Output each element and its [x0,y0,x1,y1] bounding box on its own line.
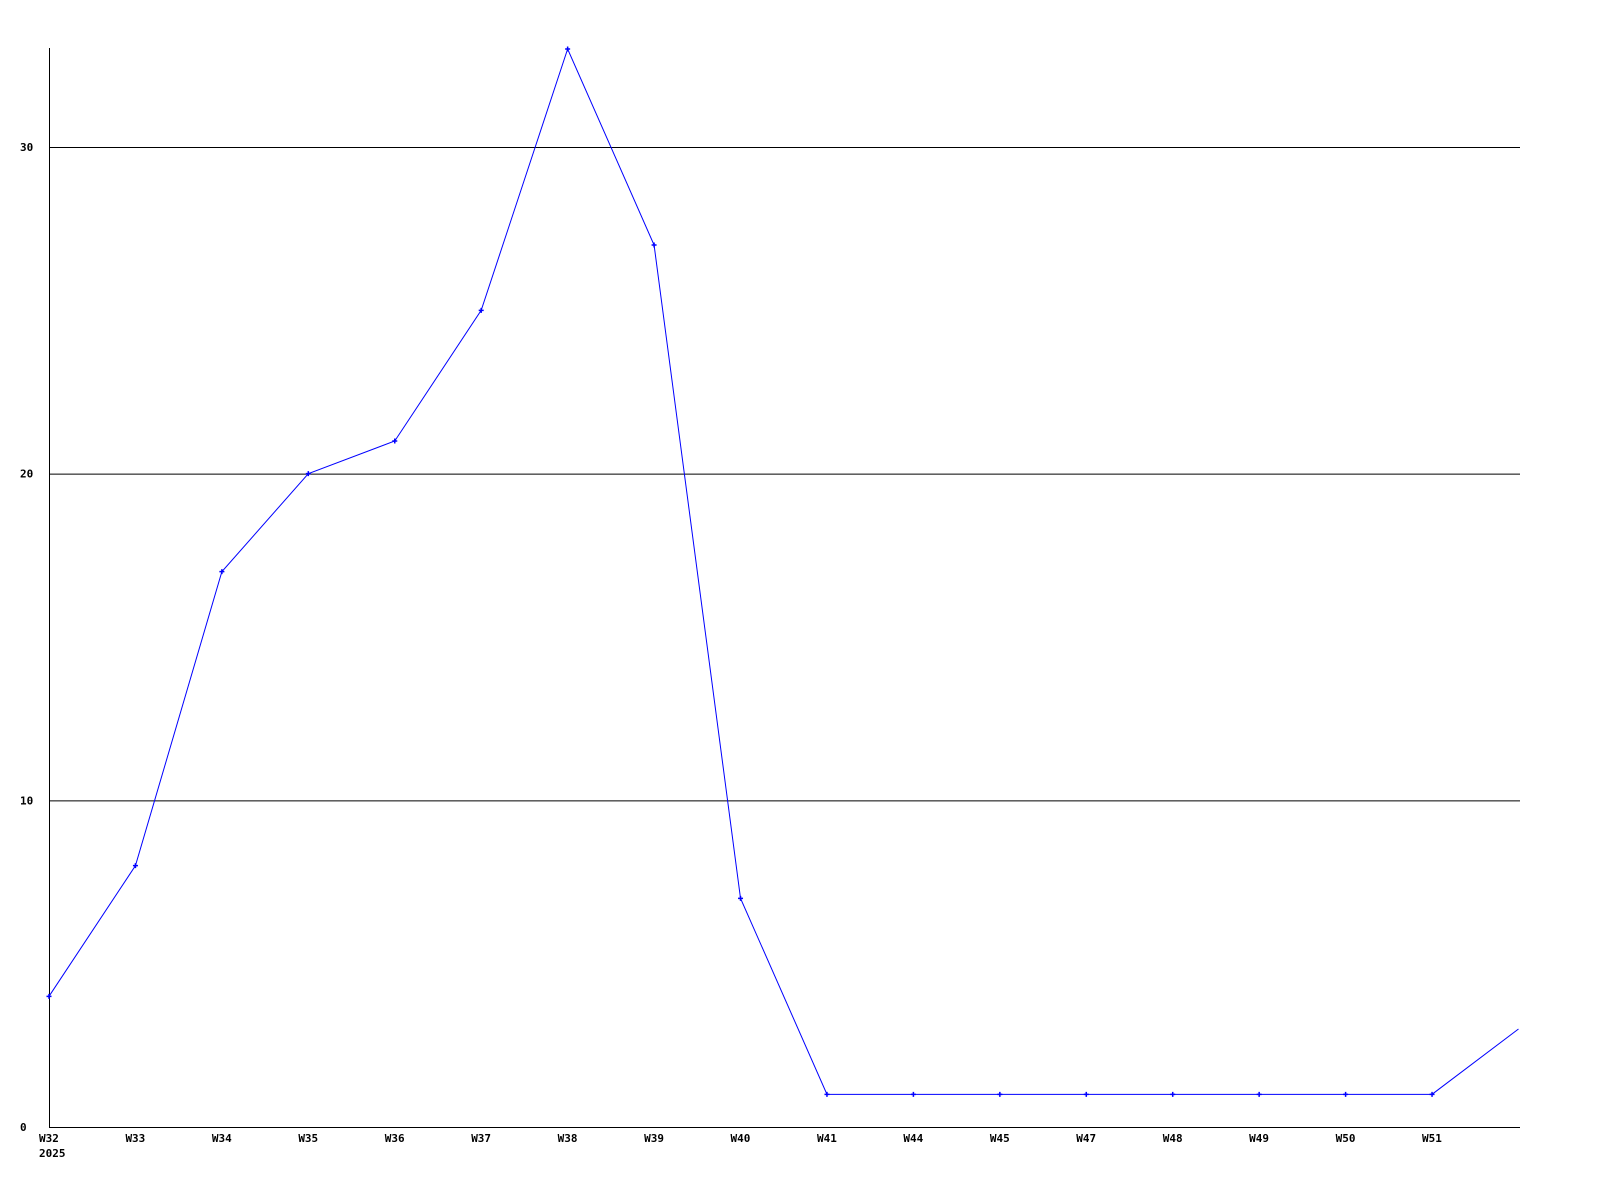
data-point [651,242,657,248]
x-tick-label: W35 [298,1132,318,1145]
data-point [219,569,225,575]
x-tick-label: W50 [1336,1132,1356,1145]
x-tick-label: W41 [817,1132,837,1145]
x-tick-label: W34 [212,1132,232,1145]
y-tick-labels: 0 10 20 30 [20,141,33,1134]
data-point [738,895,744,901]
x-tick-label: W32 [39,1132,59,1145]
data-point [997,1091,1003,1097]
data-point [1343,1091,1349,1097]
x-tick-label: W47 [1076,1132,1096,1145]
y-tick-label: 30 [20,141,33,154]
data-point [824,1091,830,1097]
data-point [565,46,571,52]
x-tick-label: W45 [990,1132,1010,1145]
gridlines [49,147,1520,802]
x-tick-label: W49 [1249,1132,1269,1145]
x-tick-label: W44 [903,1132,923,1145]
data-point [478,307,484,313]
x-tick-label: W39 [644,1132,664,1145]
x-tick-label: W36 [385,1132,405,1145]
x-tick-label: W33 [125,1132,145,1145]
x-tick-label: W38 [558,1132,578,1145]
data-point [305,471,311,477]
axes [49,48,1520,1128]
data-point [132,863,138,869]
data-point [910,1091,916,1097]
data-point [1256,1091,1262,1097]
data-point [1429,1091,1435,1097]
x-year-label: 2025 [39,1147,66,1160]
x-tick-label: W40 [731,1132,751,1145]
y-tick-label: 20 [20,468,33,481]
data-point [1083,1091,1089,1097]
data-point [392,438,398,444]
x-tick-labels: W32 W33 W34 W35 W36 W37 W38 W39 W40 W41 W44 W45 W47 W… [39,1132,1442,1145]
data-point [46,993,52,999]
y-tick-label: 0 [20,1121,27,1134]
x-tick-label: W48 [1163,1132,1183,1145]
series [46,46,1519,1097]
x-tick-label: W37 [471,1132,491,1145]
data-point [1170,1091,1176,1097]
series-line [48,47,1519,1095]
y-tick-label: 10 [20,794,33,807]
x-tick-label: W51 [1422,1132,1442,1145]
